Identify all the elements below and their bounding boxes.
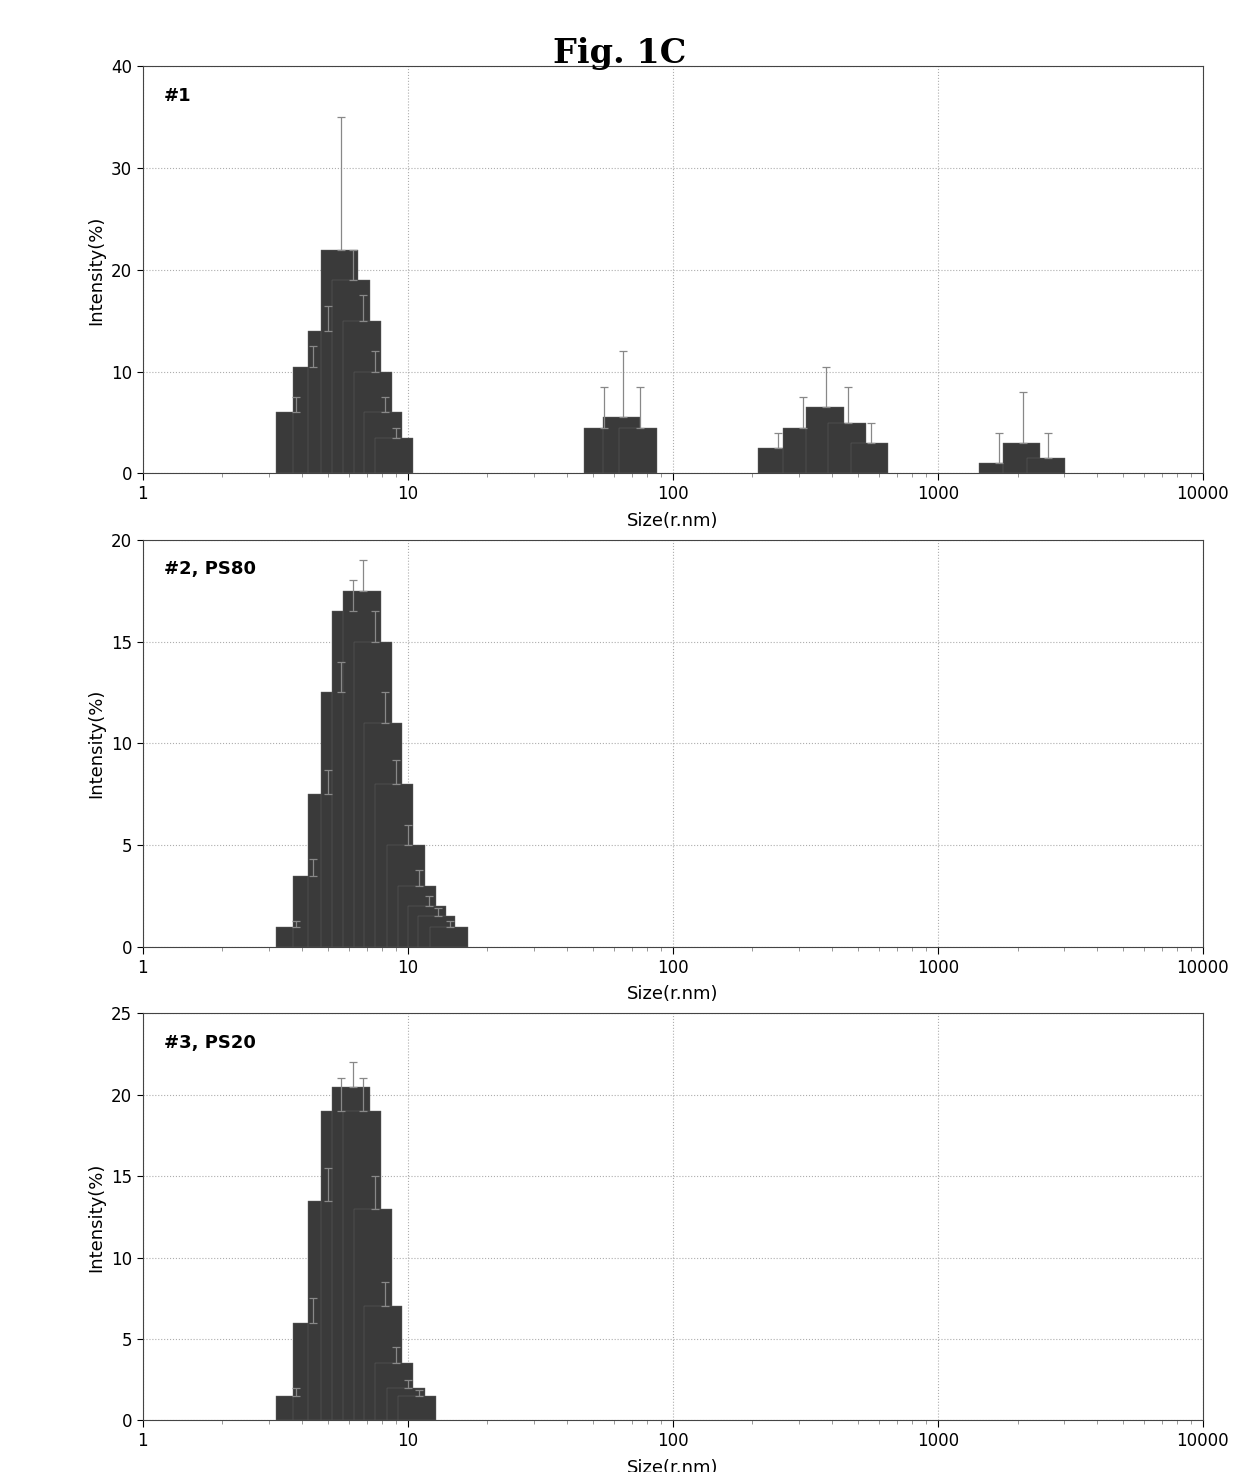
Bar xyxy=(277,412,314,474)
Bar xyxy=(387,845,425,946)
Bar xyxy=(321,1111,358,1420)
Bar xyxy=(806,408,843,474)
Bar xyxy=(355,372,392,474)
Y-axis label: Intensity(%): Intensity(%) xyxy=(88,689,105,798)
Bar xyxy=(398,886,436,946)
X-axis label: Size(r.nm): Size(r.nm) xyxy=(627,512,718,530)
Bar xyxy=(308,331,345,474)
Bar xyxy=(782,428,820,474)
Bar xyxy=(365,723,402,946)
Bar xyxy=(332,280,370,474)
Bar xyxy=(430,927,467,946)
Bar xyxy=(308,1201,345,1420)
Bar xyxy=(365,1307,402,1420)
Bar xyxy=(619,428,657,474)
Bar xyxy=(355,1209,392,1420)
Bar xyxy=(332,611,370,946)
Y-axis label: Intensity(%): Intensity(%) xyxy=(88,1163,105,1272)
Bar xyxy=(293,876,330,946)
Bar xyxy=(387,1388,425,1420)
X-axis label: Size(r.nm): Size(r.nm) xyxy=(627,1459,718,1472)
Y-axis label: Intensity(%): Intensity(%) xyxy=(88,215,105,324)
Bar xyxy=(398,1395,436,1420)
Bar xyxy=(343,1111,381,1420)
Bar xyxy=(343,590,381,946)
Bar xyxy=(828,422,866,474)
Bar xyxy=(293,367,330,474)
Text: #3, PS20: #3, PS20 xyxy=(164,1033,255,1051)
Bar xyxy=(603,418,640,474)
Bar xyxy=(321,250,358,474)
Bar xyxy=(321,692,358,946)
Bar xyxy=(408,907,446,946)
Text: #2, PS80: #2, PS80 xyxy=(164,561,255,578)
Bar xyxy=(418,917,455,946)
Bar xyxy=(332,1086,370,1420)
Bar xyxy=(758,447,795,474)
Bar xyxy=(376,1363,413,1420)
Bar xyxy=(376,785,413,946)
Bar xyxy=(978,464,1016,474)
Bar xyxy=(308,795,345,946)
Text: #1: #1 xyxy=(164,87,191,105)
Bar xyxy=(277,927,314,946)
Bar xyxy=(355,642,392,946)
Bar xyxy=(584,428,621,474)
Bar xyxy=(1028,458,1065,474)
Bar xyxy=(277,1395,314,1420)
Bar xyxy=(1003,443,1040,474)
Bar xyxy=(376,437,413,474)
Bar xyxy=(293,1323,330,1420)
Text: Fig. 1C: Fig. 1C xyxy=(553,37,687,69)
Bar xyxy=(343,321,381,474)
X-axis label: Size(r.nm): Size(r.nm) xyxy=(627,985,718,1002)
Bar xyxy=(365,412,402,474)
Bar xyxy=(851,443,888,474)
